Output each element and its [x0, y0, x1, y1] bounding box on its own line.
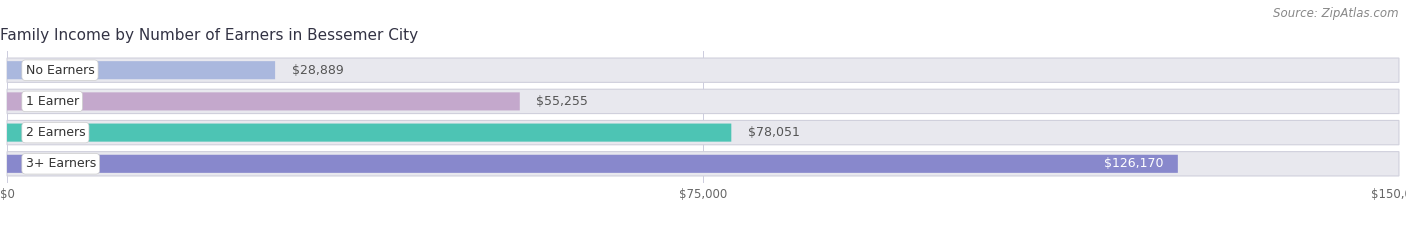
Text: Source: ZipAtlas.com: Source: ZipAtlas.com — [1274, 7, 1399, 20]
Text: Family Income by Number of Earners in Bessemer City: Family Income by Number of Earners in Be… — [0, 28, 418, 43]
FancyBboxPatch shape — [7, 61, 276, 79]
Text: 1 Earner: 1 Earner — [25, 95, 79, 108]
Text: $55,255: $55,255 — [537, 95, 588, 108]
Text: No Earners: No Earners — [25, 64, 94, 77]
FancyBboxPatch shape — [7, 124, 731, 142]
FancyBboxPatch shape — [7, 92, 520, 110]
Text: $78,051: $78,051 — [748, 126, 800, 139]
FancyBboxPatch shape — [7, 155, 1178, 173]
FancyBboxPatch shape — [7, 152, 1399, 176]
Text: 2 Earners: 2 Earners — [25, 126, 86, 139]
Text: $126,170: $126,170 — [1105, 157, 1164, 170]
FancyBboxPatch shape — [7, 58, 1399, 82]
FancyBboxPatch shape — [7, 121, 1399, 145]
Text: 3+ Earners: 3+ Earners — [25, 157, 96, 170]
Text: $28,889: $28,889 — [292, 64, 343, 77]
FancyBboxPatch shape — [7, 89, 1399, 113]
